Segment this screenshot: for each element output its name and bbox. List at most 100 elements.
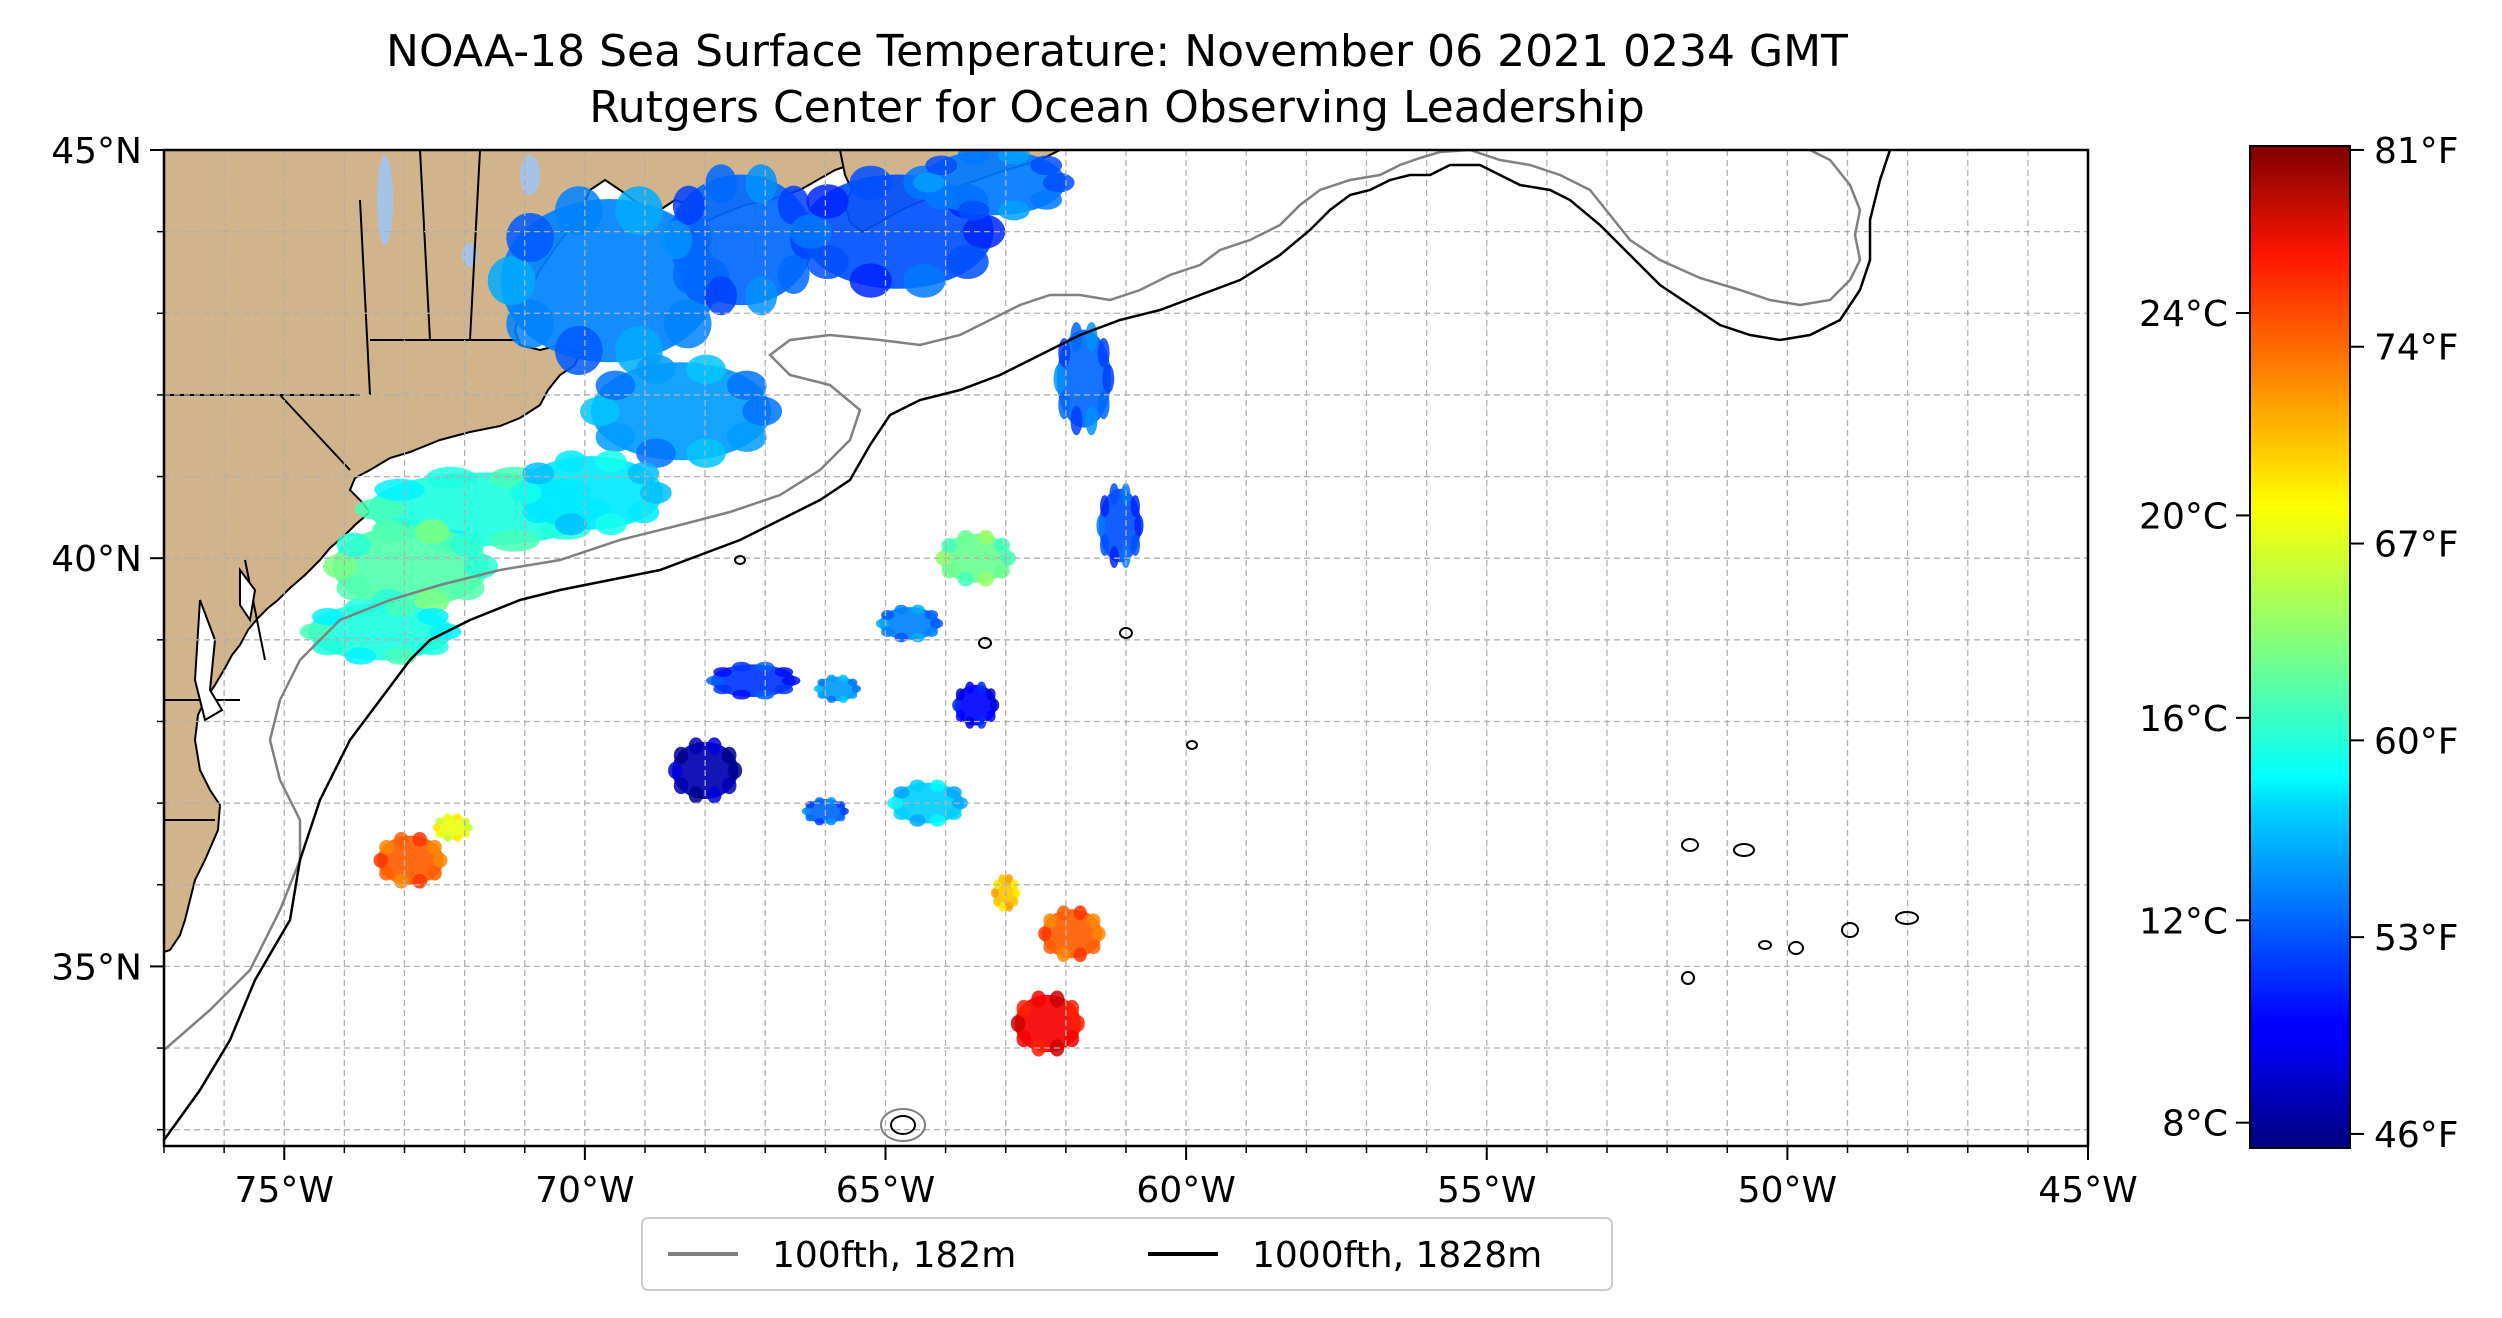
- sst-speckle: [989, 699, 1000, 712]
- sst-speckle: [1070, 1014, 1085, 1033]
- sst-speckle: [344, 598, 377, 616]
- legend-label-1000fth: 1000fth, 1828m: [1252, 1235, 1542, 1276]
- figure-title-line-2: Rutgers Center for Ocean Observing Leade…: [589, 82, 1645, 133]
- sst-speckle: [688, 786, 704, 804]
- colorbar-fahrenheit-ticks: 46°F 53°F 60°F 67°F 74°F 81°F: [2350, 131, 2459, 1156]
- sst-speckle: [893, 786, 910, 799]
- sst-patch-warm-core-west-edge: [434, 815, 471, 840]
- sst-speckle: [976, 716, 987, 729]
- sst-speckle: [952, 699, 962, 712]
- sst-speckle: [1058, 389, 1071, 420]
- sst-speckle: [580, 396, 620, 426]
- sst-speckle: [909, 814, 926, 827]
- sst-speckle: [977, 571, 994, 587]
- sst-speckle: [461, 830, 470, 838]
- sst-speckle: [924, 609, 939, 620]
- sst-speckle: [1085, 321, 1098, 352]
- sst-speckle: [706, 675, 725, 686]
- lon-tick-label: 70°W: [535, 1170, 634, 1211]
- sst-speckle: [1056, 947, 1071, 963]
- sst-speckle: [1100, 495, 1110, 518]
- lake-moosehead: [520, 155, 540, 195]
- sst-patch-offshore-b: [1098, 488, 1142, 563]
- sst-speckle: [595, 450, 627, 473]
- map-grid: [164, 150, 2088, 1146]
- sst-speckle: [595, 422, 636, 452]
- sst-speckle: [450, 532, 485, 558]
- sst-speckle: [957, 150, 990, 165]
- sst-speckle: [425, 466, 477, 489]
- sst-speckle: [945, 786, 962, 799]
- sst-speckle: [774, 667, 794, 677]
- longitude-axis: 75°W 70°W 65°W 60°W 55°W 50°W 45°W: [163, 1146, 2138, 1211]
- sst-speckle: [826, 674, 837, 683]
- sst-speckle: [946, 244, 989, 280]
- colorbar-gradient: [2249, 145, 2351, 1149]
- colorbar-fahrenheit-label: 46°F: [2374, 1115, 2459, 1156]
- colorbar-fahrenheit-label: 81°F: [2374, 131, 2459, 172]
- lake-champlain: [377, 155, 393, 245]
- colorbar-fahrenheit-label: 53°F: [2374, 918, 2459, 959]
- sst-speckle: [1087, 939, 1101, 955]
- sst-speckle: [1030, 155, 1063, 176]
- latitude-axis: 45°N 40°N 35°N: [51, 131, 164, 1131]
- sst-speckle: [992, 896, 1001, 907]
- sst-speckle: [686, 354, 726, 385]
- sst-speckle: [1100, 533, 1110, 556]
- sst-speckle: [1042, 172, 1075, 193]
- sst-speckle: [522, 501, 555, 524]
- lon-tick-label: 60°W: [1136, 1170, 1235, 1211]
- sst-speckle: [1097, 337, 1110, 368]
- sst-speckle: [941, 537, 958, 553]
- sst-speckle: [894, 604, 908, 615]
- sst-speckle: [1134, 514, 1144, 537]
- colorbar-celsius-label: 16°C: [2139, 699, 2228, 740]
- sst-speckle: [1070, 405, 1083, 436]
- sst-speckle: [998, 874, 1007, 884]
- sst-speckle: [415, 519, 450, 544]
- isobath-1000fth: [164, 150, 1892, 1141]
- sst-speckle: [935, 550, 952, 566]
- sst-speckle: [1012, 888, 1021, 898]
- sst-speckle: [994, 563, 1010, 579]
- legend-box: [641, 1217, 1613, 1291]
- sst-speckle: [726, 422, 767, 452]
- sst-speckle: [1056, 905, 1071, 921]
- sst-speckle: [806, 244, 849, 280]
- sst-speckle: [924, 627, 939, 638]
- sst-speckle: [903, 263, 946, 298]
- sst-speckle: [415, 589, 450, 614]
- sst-speckle: [1038, 926, 1052, 942]
- lat-tick-label: 40°N: [51, 539, 142, 580]
- sst-speckle: [1049, 990, 1065, 1008]
- sst-speckle: [322, 554, 358, 579]
- sst-speckle: [777, 254, 810, 294]
- sst-speckle: [1031, 990, 1046, 1008]
- sst-speckle: [732, 661, 751, 672]
- sst-speckle: [1121, 545, 1131, 569]
- sst-speckle: [394, 873, 409, 889]
- sst-speckle: [672, 185, 705, 225]
- sst-speckle: [774, 684, 794, 695]
- sst-speckle: [1092, 926, 1106, 942]
- sst-speckle: [836, 814, 846, 822]
- sst-speckle: [555, 326, 603, 375]
- sst-speckle: [487, 256, 536, 306]
- sst-speckle: [354, 498, 405, 521]
- sst-speckle: [555, 186, 603, 236]
- sst-speckle: [881, 609, 895, 620]
- sst-speckle: [990, 888, 999, 898]
- sst-speckle: [986, 688, 996, 701]
- sst-speckle: [1096, 514, 1106, 537]
- sst-speckle: [450, 575, 485, 601]
- sst-speckle: [957, 529, 974, 545]
- sst-speckle: [955, 709, 965, 723]
- sst-speckle: [639, 481, 672, 504]
- sst-patch-offshore-a: [1056, 329, 1111, 428]
- sst-speckle: [965, 716, 975, 729]
- sst-speckle: [417, 638, 449, 656]
- map-panel: [162, 148, 2090, 1148]
- colorbar-fahrenheit-label: 74°F: [2374, 328, 2459, 369]
- lon-tick-label: 65°W: [836, 1170, 935, 1211]
- sst-speckle: [435, 830, 444, 838]
